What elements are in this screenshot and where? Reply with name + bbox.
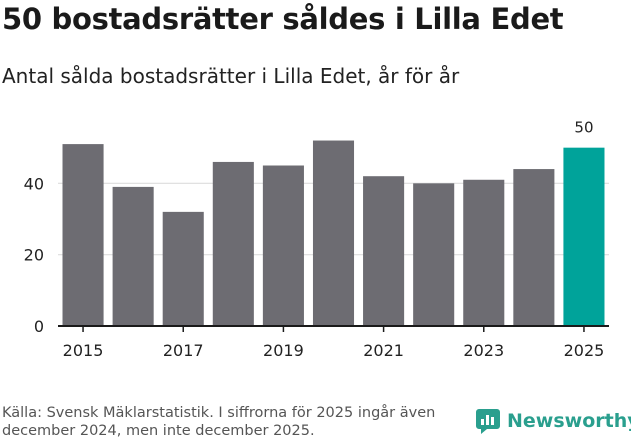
bar-2015 (62, 144, 104, 326)
bar-2023 (463, 179, 505, 326)
bar-2017 (162, 211, 204, 326)
bar-2025 (563, 147, 605, 326)
y-tick-label-0: 0 (34, 317, 44, 336)
bar-2022 (413, 183, 455, 326)
bar-2020 (312, 140, 355, 326)
x-tick-label-2023: 2023 (463, 341, 504, 360)
x-tick-label-2015: 2015 (63, 341, 104, 360)
brand-name: Newsworthy (507, 410, 631, 432)
data-label-2025: 50 (574, 119, 593, 137)
bar-2019 (262, 165, 304, 326)
y-tick-label-40: 40 (24, 174, 44, 193)
y-tick-label-20: 20 (24, 246, 44, 265)
bar-2021 (363, 176, 405, 326)
chart-title: 50 bostadsrätter såldes i Lilla Edet (2, 2, 564, 36)
bar-2016 (112, 186, 154, 326)
chart-subtitle: Antal sålda bostadsrätter i Lilla Edet, … (2, 64, 460, 88)
newsworthy-logo: Newsworthy (475, 408, 631, 434)
bar-2018 (212, 161, 254, 326)
x-tick-label-2021: 2021 (363, 341, 404, 360)
bar-chart: 0 20 40 50 2015 2017 2019 2021 2023 2025 (24, 119, 609, 360)
x-tick-label-2017: 2017 (163, 341, 204, 360)
x-tick-label-2025: 2025 (564, 341, 605, 360)
x-tick-label-2019: 2019 (263, 341, 304, 360)
newsworthy-logo-icon (476, 409, 500, 434)
source-note: Källa: Svensk Mäklarstatistik. I siffror… (2, 405, 436, 439)
bar-2024 (513, 169, 555, 326)
